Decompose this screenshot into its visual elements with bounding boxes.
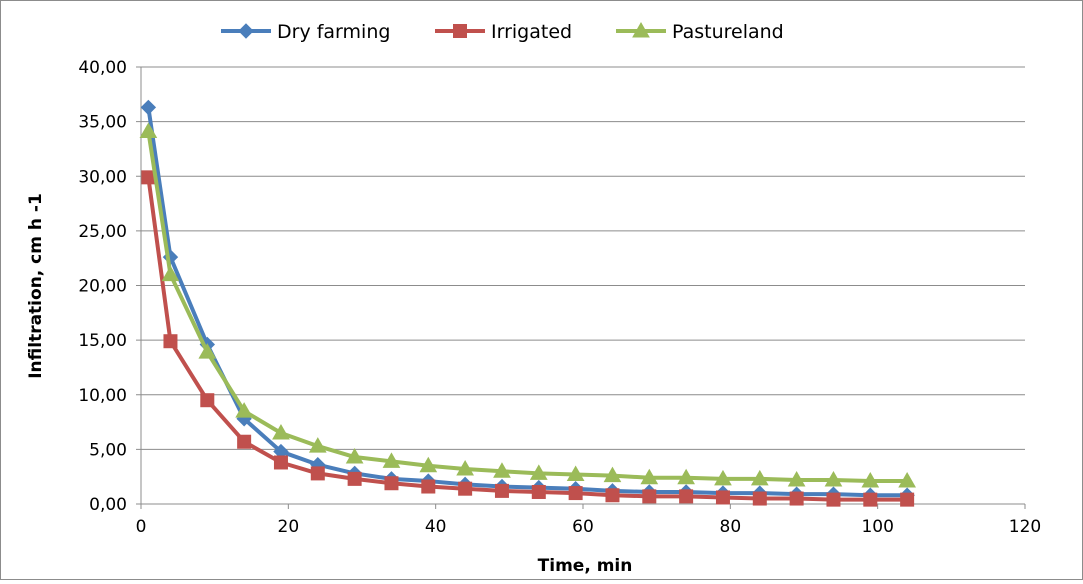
data-point-pastureland	[419, 456, 438, 473]
legend-label: Pastureland	[672, 21, 784, 43]
x-tick-label: 40	[425, 517, 447, 537]
series-dry-farming	[140, 99, 915, 503]
legend-label: Dry farming	[277, 21, 390, 43]
data-point-irrigated	[642, 489, 657, 504]
data-point-irrigated	[531, 484, 546, 499]
data-point-irrigated	[826, 492, 841, 507]
x-tick-label: 60	[572, 517, 594, 537]
y-tick-label: 15,00	[78, 331, 127, 351]
series-line-irrigated	[146, 177, 908, 502]
y-tick-label: 35,00	[78, 113, 127, 133]
data-point-pastureland	[566, 465, 585, 482]
x-axis-title: Time, min	[538, 556, 633, 576]
data-point-irrigated	[715, 490, 730, 505]
y-tick-label: 40,00	[78, 58, 127, 78]
data-point-irrigated	[494, 483, 509, 498]
data-point-pastureland	[272, 423, 290, 440]
data-point-pastureland	[640, 468, 659, 485]
grid-lines	[141, 66, 1025, 450]
data-point-irrigated	[347, 471, 362, 486]
x-tick-label: 120	[1009, 517, 1041, 537]
axes	[136, 66, 1026, 509]
data-point-irrigated	[752, 491, 767, 506]
data-point-irrigated	[900, 492, 915, 507]
data-point-pastureland	[861, 472, 880, 488]
y-tick-label: 20,00	[78, 277, 127, 297]
data-point-pastureland	[198, 343, 217, 359]
data-point-pastureland	[898, 472, 916, 488]
legend-marker	[453, 24, 467, 38]
data-point-pastureland	[345, 448, 364, 464]
series-line-dry-farming	[146, 107, 908, 498]
y-tick-label: 5,00	[89, 440, 127, 460]
data-point-pastureland	[529, 464, 548, 480]
data-point-irrigated	[568, 486, 583, 501]
data-point-pastureland	[382, 452, 401, 468]
x-tick-label: 20	[278, 517, 300, 537]
data-point-pastureland	[235, 402, 253, 418]
legend-label: Irrigated	[491, 21, 572, 43]
y-tick-label: 0,00	[89, 495, 127, 515]
data-point-irrigated	[200, 393, 215, 408]
legend: Dry farming Irrigated Pastureland	[221, 21, 784, 43]
data-point-pastureland	[161, 265, 180, 282]
x-tick-label: 100	[861, 517, 893, 537]
data-point-pastureland	[493, 462, 511, 478]
data-point-irrigated	[310, 466, 325, 481]
data-point-dry-farming	[140, 99, 157, 116]
data-point-pastureland	[824, 470, 843, 487]
data-point-pastureland	[787, 470, 806, 487]
data-point-irrigated	[421, 479, 436, 494]
legend-item-pastureland: Pastureland	[616, 21, 784, 43]
data-point-irrigated	[605, 488, 620, 503]
y-tick-label: 30,00	[78, 167, 127, 187]
legend-marker	[238, 23, 254, 39]
data-point-pastureland	[677, 468, 695, 485]
data-series	[139, 99, 916, 507]
x-tick-label: 0	[136, 517, 147, 537]
data-point-pastureland	[139, 122, 158, 138]
series-irrigated	[141, 170, 915, 507]
data-point-pastureland	[714, 469, 732, 486]
data-point-irrigated	[237, 434, 252, 449]
data-point-irrigated	[679, 489, 694, 504]
data-point-irrigated	[163, 334, 178, 349]
data-point-irrigated	[458, 481, 473, 496]
y-axis-title: Infiltration, cm h -1	[26, 193, 46, 379]
data-point-pastureland	[750, 469, 769, 486]
legend-item-dry-farming: Dry farming	[221, 21, 390, 43]
y-tick-label: 25,00	[78, 222, 127, 242]
tick-labels: 0,00 5,00 10,00 15,00 20,00 25,00 30,00 35,00 40…	[78, 58, 1041, 537]
data-point-irrigated	[863, 492, 878, 507]
series-pastureland	[139, 122, 916, 488]
data-point-irrigated	[384, 476, 399, 491]
x-tick-label: 80	[720, 517, 742, 537]
series-line-pastureland	[146, 131, 908, 484]
data-point-pastureland	[456, 460, 474, 476]
legend-marker	[632, 21, 650, 38]
y-tick-label: 10,00	[78, 386, 127, 406]
data-point-pastureland	[308, 437, 327, 453]
data-point-irrigated	[273, 455, 288, 470]
data-point-irrigated	[789, 491, 804, 506]
legend-item-irrigated: Irrigated	[435, 21, 572, 43]
data-point-pastureland	[603, 466, 622, 483]
